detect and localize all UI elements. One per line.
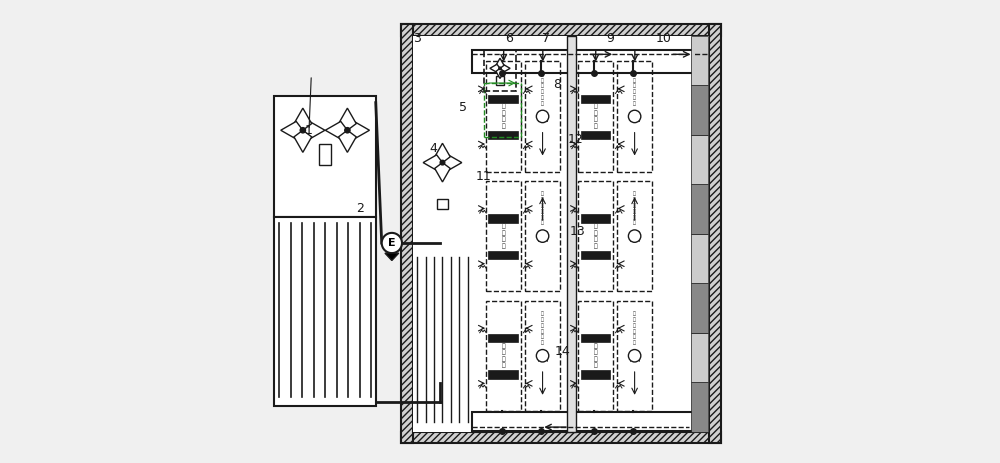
Polygon shape	[691, 382, 708, 432]
Polygon shape	[691, 135, 708, 184]
Polygon shape	[691, 85, 708, 135]
Text: 12: 12	[568, 133, 584, 146]
Circle shape	[536, 350, 549, 362]
Polygon shape	[581, 131, 610, 139]
Text: 涡
旋
压
差
预
冷: 涡 旋 压 差 预 冷	[541, 72, 544, 106]
Polygon shape	[709, 25, 721, 443]
Text: 5: 5	[459, 101, 467, 114]
Polygon shape	[413, 36, 709, 432]
Polygon shape	[274, 217, 376, 407]
Polygon shape	[691, 234, 708, 283]
Circle shape	[628, 350, 641, 362]
Text: 6: 6	[505, 31, 513, 45]
Polygon shape	[281, 121, 303, 139]
Text: 2: 2	[356, 202, 364, 215]
Polygon shape	[581, 251, 610, 259]
Polygon shape	[339, 108, 356, 130]
Text: 风
冷
库
区: 风 冷 库 区	[502, 224, 505, 249]
Polygon shape	[472, 50, 693, 73]
Polygon shape	[401, 432, 721, 443]
Polygon shape	[496, 58, 504, 69]
Text: 风
冷
库
区: 风 冷 库 区	[594, 343, 597, 369]
Polygon shape	[488, 251, 518, 259]
Circle shape	[628, 110, 641, 123]
Circle shape	[628, 230, 641, 242]
Text: 13: 13	[569, 225, 585, 238]
Circle shape	[440, 160, 445, 165]
Text: 11: 11	[476, 170, 492, 183]
Text: 涡
旋
压
差
预
冷: 涡 旋 压 差 预 冷	[541, 192, 544, 225]
Text: 7: 7	[542, 31, 550, 45]
Polygon shape	[472, 194, 484, 432]
Text: 10: 10	[655, 31, 671, 45]
Text: 14: 14	[554, 344, 570, 357]
Polygon shape	[325, 121, 347, 139]
Polygon shape	[339, 130, 356, 152]
Text: 风
冷
库
区: 风 冷 库 区	[502, 104, 505, 129]
Polygon shape	[294, 130, 312, 152]
Text: 涡
旋
压
差
预
冷: 涡 旋 压 差 预 冷	[541, 311, 544, 345]
Polygon shape	[274, 96, 376, 217]
Text: E: E	[388, 238, 396, 248]
Circle shape	[300, 128, 305, 133]
Polygon shape	[691, 283, 708, 333]
Circle shape	[499, 67, 501, 69]
Polygon shape	[488, 370, 518, 379]
Polygon shape	[496, 76, 504, 85]
Text: 9: 9	[607, 31, 614, 45]
Polygon shape	[488, 334, 518, 342]
Polygon shape	[691, 184, 708, 234]
Polygon shape	[442, 155, 462, 170]
Polygon shape	[435, 143, 450, 163]
Text: 8: 8	[554, 78, 562, 91]
Polygon shape	[488, 131, 518, 139]
Circle shape	[345, 128, 350, 133]
Polygon shape	[413, 36, 472, 432]
Text: 风
冷
库
区: 风 冷 库 区	[594, 224, 597, 249]
Circle shape	[382, 233, 402, 253]
Polygon shape	[490, 64, 500, 72]
Polygon shape	[488, 94, 518, 103]
Polygon shape	[435, 163, 450, 182]
Text: 风
冷
库
区: 风 冷 库 区	[594, 104, 597, 129]
Polygon shape	[500, 64, 510, 72]
Text: 风
冷
库
区: 风 冷 库 区	[502, 343, 505, 369]
Polygon shape	[347, 121, 369, 139]
Polygon shape	[691, 333, 708, 382]
Polygon shape	[472, 413, 693, 431]
Polygon shape	[581, 94, 610, 103]
Text: 涡
旋
压
差
预
冷: 涡 旋 压 差 预 冷	[633, 72, 636, 106]
Polygon shape	[496, 69, 504, 78]
Polygon shape	[581, 334, 610, 342]
Polygon shape	[581, 370, 610, 379]
Text: 1: 1	[305, 124, 313, 137]
Polygon shape	[437, 200, 448, 209]
Text: 3: 3	[413, 31, 421, 45]
Text: 涡
旋
压
差
预
冷: 涡 旋 压 差 预 冷	[633, 192, 636, 225]
Polygon shape	[294, 108, 312, 130]
Polygon shape	[567, 36, 576, 432]
Polygon shape	[488, 214, 518, 223]
Polygon shape	[691, 36, 708, 85]
Polygon shape	[319, 144, 331, 165]
Circle shape	[536, 230, 549, 242]
Text: 涡
旋
压
差
预
冷: 涡 旋 压 差 预 冷	[633, 311, 636, 345]
Polygon shape	[401, 25, 721, 36]
Polygon shape	[401, 25, 413, 443]
Text: 4: 4	[429, 142, 437, 155]
Polygon shape	[423, 155, 442, 170]
Polygon shape	[581, 214, 610, 223]
Polygon shape	[385, 253, 399, 261]
Polygon shape	[303, 121, 325, 139]
Circle shape	[536, 110, 549, 123]
